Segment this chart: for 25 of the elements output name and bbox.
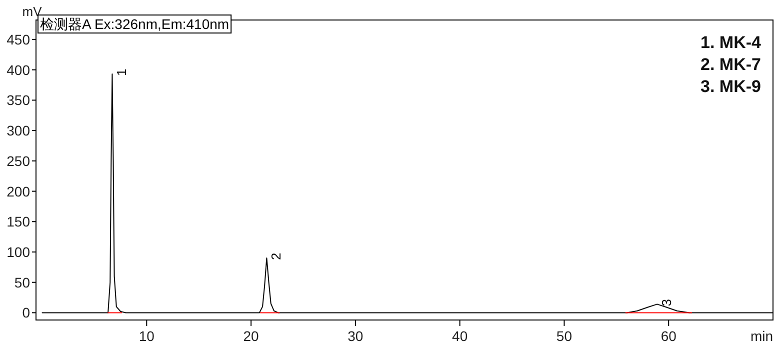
y-tick-label: 100 — [6, 244, 30, 260]
x-tick-label: 30 — [348, 328, 364, 344]
y-tick-label: 50 — [14, 274, 30, 290]
y-tick-label: 250 — [6, 152, 30, 169]
annotation: 1 — [114, 68, 130, 76]
y-tick-label: 300 — [6, 122, 30, 139]
annotation: 3. MK-9 — [700, 77, 761, 96]
annotation: 2 — [268, 252, 284, 260]
y-tick-label: 0 — [22, 304, 30, 321]
x-tick-label: 20 — [243, 328, 260, 344]
annotation: 2. MK-7 — [700, 55, 761, 74]
annotation: 1. MK-4 — [700, 33, 762, 52]
y-axis-title: mV — [22, 4, 42, 19]
y-tick-label: 200 — [6, 183, 30, 200]
x-tick-label: 10 — [138, 328, 155, 344]
y-tick-label: 350 — [6, 92, 30, 108]
y-tick-label: 400 — [6, 62, 30, 78]
x-axis-title: min — [750, 328, 773, 344]
x-tick-label: 50 — [556, 328, 572, 344]
x-tick-label: 60 — [660, 328, 677, 344]
x-tick-label: 40 — [452, 328, 468, 344]
annotation: 3 — [659, 298, 674, 306]
y-tick-label: 150 — [6, 214, 30, 230]
chart-title: 检测器A Ex:326nm,Em:410nm — [40, 16, 230, 32]
y-tick-label: 450 — [6, 31, 30, 48]
